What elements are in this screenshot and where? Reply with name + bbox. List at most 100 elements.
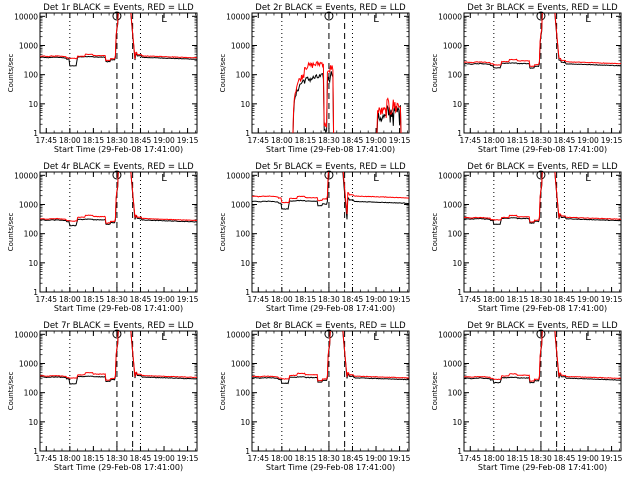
x-tick-label: 17:45 [459,295,481,304]
plot-frame [39,12,198,134]
y-tick-label: 10000 [438,12,462,21]
lld-series-line [40,172,197,224]
y-tick-label: 10000 [438,330,462,339]
x-tick-label: 19:00 [365,295,387,304]
y-tick-label: 1 [33,288,38,297]
x-tick-label: 18:45 [554,295,576,304]
y-tick-label: 1 [245,129,250,138]
lld-series-line [292,60,402,133]
x-tick-label: 18:00 [59,295,81,304]
bracket-marker: L [585,173,591,184]
x-tick-label: 18:45 [554,454,576,463]
bracket-marker: L [585,14,591,25]
panel-title: Det 4r BLACK = Events, RED = LLD [43,162,194,172]
x-tick-label: 18:00 [271,295,293,304]
events-series-line [464,172,621,226]
x-tick-label: 17:45 [247,295,269,304]
x-tick-label: 18:30 [530,295,552,304]
y-tick-label: 100 [236,230,251,239]
panel-title: Det 6r BLACK = Events, RED = LLD [467,162,618,172]
x-tick-label: 18:00 [483,136,505,145]
y-tick-label: 1000 [231,359,250,368]
lld-series-line [464,13,621,67]
x-axis-label: Start Time (29-Feb-08 17:41:00) [266,304,395,313]
plot-frame [39,330,198,452]
panel-4: Det 4r BLACK = Events, RED = LLD 1 10 100 10… [7,162,199,313]
y-tick-label: 1 [33,447,38,456]
x-tick-label: 18:30 [530,454,552,463]
y-tick-label: 1000 [19,41,38,50]
y-tick-label: 10000 [14,171,38,180]
x-axis-label: Start Time (29-Feb-08 17:41:00) [54,304,183,313]
panel-title: Det 1r BLACK = Events, RED = LLD [43,3,194,13]
x-tick-label: 18:30 [106,295,128,304]
panel-5: Det 5r BLACK = Events, RED = LLD 1 10 100 10… [219,162,411,313]
x-tick-label: 17:45 [247,454,269,463]
plot-frame [251,12,410,134]
x-tick-label: 19:00 [577,295,599,304]
y-tick-label: 10000 [14,12,38,21]
x-tick-label: 18:00 [59,136,81,145]
y-tick-label: 1000 [443,200,462,209]
y-tick-label: 10 [452,259,462,268]
x-tick-label: 18:30 [106,136,128,145]
x-axis-label: Start Time (29-Feb-08 17:41:00) [266,463,395,472]
lld-series-line [40,13,197,62]
y-tick-label: 10000 [226,12,250,21]
y-axis-label: Counts/sec [431,372,439,411]
x-tick-label: 18:45 [130,136,152,145]
y-tick-label: 1 [245,288,250,297]
orbit-circle-marker [536,329,546,339]
x-tick-label: 19:00 [153,454,175,463]
x-tick-label: 18:15 [507,454,529,463]
events-series-line [40,13,197,67]
x-tick-label: 18:15 [507,295,529,304]
events-series-line [252,172,409,220]
series-group [252,331,409,385]
y-tick-label: 1 [457,129,462,138]
y-tick-label: 1000 [231,200,250,209]
bracket-marker: L [161,332,167,343]
events-series-line [40,172,197,227]
panel-9: Det 9r BLACK = Events, RED = LLD 1 10 100 10… [431,321,623,472]
events-series-line [40,331,197,385]
x-tick-label: 19:00 [365,454,387,463]
panel-7: Det 7r BLACK = Events, RED = LLD 1 10 100 10… [7,321,199,472]
orbit-circle-marker [324,329,334,339]
x-axis-label: Start Time (29-Feb-08 17:41:00) [54,463,183,472]
y-tick-label: 1 [457,447,462,456]
x-tick-label: 19:15 [177,295,199,304]
y-tick-label: 10000 [14,330,38,339]
y-tick-label: 10 [452,418,462,427]
panel-2: Det 2r BLACK = Events, RED = LLD 1 10 100 10… [219,3,411,154]
x-tick-label: 17:45 [35,454,57,463]
x-tick-label: 18:30 [318,295,340,304]
bracket-marker: L [373,14,379,25]
x-tick-label: 18:00 [271,454,293,463]
x-tick-label: 18:00 [483,295,505,304]
y-tick-label: 10000 [226,171,250,180]
events-series-line [464,13,621,69]
panel-title: Det 9r BLACK = Events, RED = LLD [467,321,618,331]
x-tick-label: 17:45 [35,295,57,304]
y-tick-label: 1000 [19,200,38,209]
y-tick-label: 100 [448,389,463,398]
x-tick-label: 18:45 [130,454,152,463]
x-tick-label: 17:45 [459,136,481,145]
x-tick-label: 18:45 [554,136,576,145]
orbit-circle-marker [112,170,122,180]
y-tick-label: 100 [448,71,463,80]
x-tick-label: 19:15 [177,454,199,463]
series-group [40,331,197,385]
series-group [292,60,402,133]
y-tick-label: 10000 [226,330,250,339]
lld-series-line [252,331,409,382]
y-tick-label: 10000 [438,171,462,180]
y-axis-label: Counts/sec [431,213,439,252]
plot-frame [251,330,410,452]
x-tick-label: 18:00 [483,454,505,463]
events-series-line [292,71,402,133]
orbit-circle-marker [112,11,122,21]
y-tick-label: 10 [452,100,462,109]
